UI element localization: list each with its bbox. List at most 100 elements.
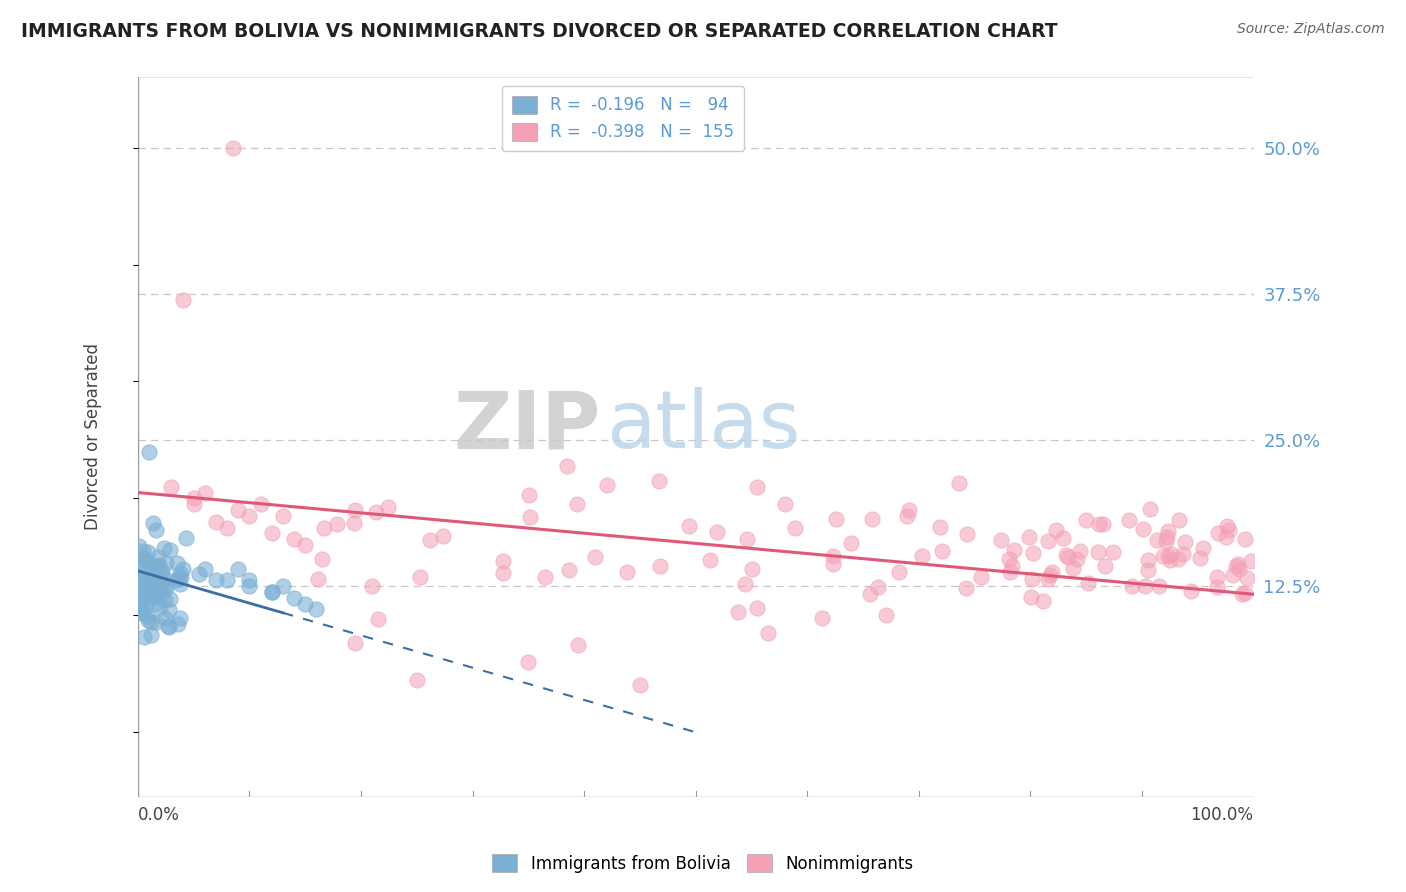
Text: IMMIGRANTS FROM BOLIVIA VS NONIMMIGRANTS DIVORCED OR SEPARATED CORRELATION CHART: IMMIGRANTS FROM BOLIVIA VS NONIMMIGRANTS… (21, 22, 1057, 41)
Point (217, 573, 239, 587)
Point (160, 480, 183, 494)
Point (1216, 519, 1239, 533)
Legend: R =  -0.196   N =   94, R =  -0.398   N =  155: R = -0.196 N = 94, R = -0.398 N = 155 (502, 86, 744, 152)
Point (134, 584, 156, 599)
Point (596, 478, 619, 492)
Text: ZIP: ZIP (454, 387, 600, 466)
Point (734, 577, 756, 591)
Text: 0.0%: 0.0% (138, 805, 180, 824)
Point (155, 577, 177, 591)
Point (628, 678, 651, 692)
Point (155, 581, 177, 595)
Point (142, 580, 165, 594)
Point (238, 579, 260, 593)
Point (141, 615, 163, 630)
Point (283, 591, 305, 605)
Point (135, 609, 157, 624)
Point (998, 551, 1021, 566)
Point (183, 497, 205, 511)
Point (132, 583, 155, 598)
Point (145, 523, 167, 537)
Point (1225, 558, 1247, 573)
Point (238, 573, 260, 587)
Point (1147, 579, 1170, 593)
Point (150, 564, 173, 578)
Point (226, 561, 249, 575)
Point (134, 571, 156, 585)
Point (860, 512, 883, 526)
Point (1174, 534, 1197, 549)
Point (139, 590, 162, 604)
Point (153, 541, 176, 555)
Point (150, 587, 173, 601)
Point (737, 532, 759, 546)
Point (1074, 513, 1097, 527)
Point (145, 566, 167, 581)
Point (169, 611, 191, 625)
Point (305, 602, 328, 616)
Point (1019, 590, 1042, 604)
Point (1022, 546, 1045, 560)
Point (928, 520, 950, 534)
Point (134, 599, 156, 614)
Point (1139, 502, 1161, 516)
Point (859, 587, 882, 601)
Point (1102, 545, 1125, 559)
Point (1040, 566, 1063, 580)
Point (150, 566, 173, 580)
Point (1206, 580, 1229, 594)
Point (153, 571, 176, 585)
Point (1160, 547, 1182, 561)
Point (128, 585, 150, 599)
Point (1222, 568, 1244, 582)
Point (194, 485, 217, 500)
Point (174, 531, 197, 545)
Point (326, 517, 349, 532)
Point (360, 579, 382, 593)
Point (128, 556, 150, 570)
Point (1031, 594, 1053, 608)
Point (139, 558, 162, 573)
Point (136, 545, 159, 559)
Point (156, 619, 179, 633)
Point (132, 577, 155, 591)
Point (205, 573, 228, 587)
Point (1192, 541, 1215, 555)
Point (1205, 570, 1227, 584)
Point (128, 592, 150, 607)
Point (955, 581, 977, 595)
Point (1218, 523, 1240, 537)
Point (990, 533, 1012, 547)
Point (169, 576, 191, 591)
Point (1152, 549, 1174, 564)
Point (136, 554, 159, 568)
Point (519, 510, 541, 524)
Point (1240, 554, 1263, 568)
Point (145, 615, 167, 629)
Point (294, 538, 316, 552)
Point (142, 584, 165, 599)
Point (1159, 553, 1181, 567)
Point (783, 521, 806, 535)
Point (1036, 533, 1059, 548)
Point (188, 567, 211, 582)
Point (128, 568, 150, 582)
Point (128, 539, 150, 553)
Point (1052, 532, 1074, 546)
Point (344, 635, 367, 649)
Point (875, 607, 897, 622)
Point (377, 500, 399, 515)
Point (170, 570, 193, 584)
Point (1001, 559, 1024, 574)
Point (911, 549, 934, 563)
Point (311, 552, 333, 566)
Point (138, 587, 160, 601)
Point (1057, 550, 1080, 565)
Point (931, 544, 953, 558)
Point (146, 549, 169, 564)
Point (492, 566, 515, 581)
Point (409, 570, 432, 584)
Point (1077, 576, 1099, 591)
Point (166, 556, 188, 570)
Point (699, 552, 721, 566)
